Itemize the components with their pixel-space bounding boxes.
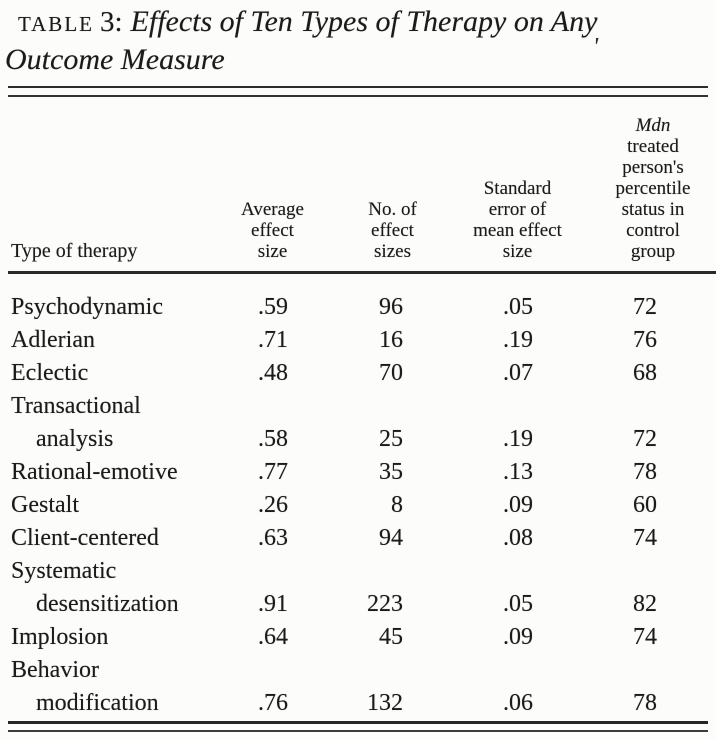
mdn-percentile-cell xyxy=(590,654,716,687)
table-label: TABLE xyxy=(18,12,94,36)
mdn-percentile-cell: 60 xyxy=(633,492,657,518)
avg-effect-cell: .91 xyxy=(258,591,288,617)
num-effects-cell xyxy=(340,654,445,687)
mdn-percentile-cell: 78 xyxy=(633,690,657,716)
table-row: desensitization .91 223 .05 82 xyxy=(8,588,716,621)
num-effects-cell: 94 xyxy=(379,525,403,551)
avg-effect-cell: .59 xyxy=(258,294,288,320)
table-row: modification .76 132 .06 78 xyxy=(8,687,716,720)
table-row: Psychodynamic .59 96 .05 72 xyxy=(8,273,716,325)
column-header-standard-error: Standard error of mean effect size xyxy=(445,100,590,274)
avg-effect-cell: .58 xyxy=(258,426,288,452)
avg-effect-cell xyxy=(205,390,340,423)
table-row: Rational-emotive .77 35 .13 78 xyxy=(8,456,716,489)
table-body: Psychodynamic .59 96 .05 72 Adlerian .71… xyxy=(8,273,716,721)
mdn-percentile-cell: 68 xyxy=(633,360,657,386)
therapy-cell: Adlerian xyxy=(11,327,95,353)
therapy-cell: modification xyxy=(36,690,159,716)
therapy-cell: Rational-emotive xyxy=(11,459,178,485)
table-number: 3: xyxy=(99,6,123,38)
scan-artifact-apostrophe: ' xyxy=(593,34,599,60)
num-effects-cell xyxy=(340,555,445,588)
num-effects-cell: 96 xyxy=(379,294,403,320)
column-header-average-effect-size: Average effect size xyxy=(205,100,340,274)
mdn-abbrev: Mdn xyxy=(635,115,671,136)
std-error-cell: .05 xyxy=(503,591,533,617)
table-title: TABLE 3: Effects of Ten Types of Therapy o… xyxy=(5,4,705,78)
avg-effect-cell: .71 xyxy=(258,327,288,353)
table-row: Behavior xyxy=(8,654,716,687)
table-title-line2: Outcome Measure xyxy=(5,43,225,76)
num-effects-cell: 45 xyxy=(379,624,403,650)
therapy-cell: Psychodynamic xyxy=(11,294,163,320)
therapy-cell: Gestalt xyxy=(11,492,79,518)
std-error-cell: .09 xyxy=(503,492,533,518)
std-error-cell: .06 xyxy=(503,690,533,716)
num-effects-cell: 70 xyxy=(379,360,403,386)
std-error-cell: .09 xyxy=(503,624,533,650)
table-row: Eclectic .48 70 .07 68 xyxy=(8,357,716,390)
table-header: Type of therapy Average effect size No. … xyxy=(8,100,716,274)
num-effects-cell xyxy=(340,390,445,423)
avg-effect-cell: .76 xyxy=(258,690,288,716)
table-row: Transactional xyxy=(8,390,716,423)
table-row: Implosion .64 45 .09 74 xyxy=(8,621,716,654)
therapy-cell: desensitization xyxy=(36,591,179,617)
std-error-cell: .05 xyxy=(503,294,533,320)
table-title-line1: TABLE 3: Effects of Ten Types of Therapy o… xyxy=(5,4,705,42)
std-error-cell: .13 xyxy=(503,459,533,485)
therapy-cell: analysis xyxy=(36,426,114,452)
std-error-cell: .19 xyxy=(503,327,533,353)
therapy-cell: Systematic xyxy=(11,558,117,584)
therapy-effects-table: Type of therapy Average effect size No. … xyxy=(8,100,716,720)
std-error-cell: .08 xyxy=(503,525,533,551)
therapy-cell: Behavior xyxy=(11,657,99,683)
mdn-percentile-cell: 72 xyxy=(633,294,657,320)
mdn-percentile-cell: 74 xyxy=(633,525,657,551)
therapy-cell: Transactional xyxy=(11,393,141,419)
std-error-cell xyxy=(445,390,590,423)
column-header-mdn-percentile: Mdn treated person's percentile status in… xyxy=(590,100,716,274)
avg-effect-cell: .48 xyxy=(258,360,288,386)
std-error-cell: .07 xyxy=(503,360,533,386)
avg-effect-cell: .64 xyxy=(258,624,288,650)
num-effects-cell: 35 xyxy=(379,459,403,485)
mdn-percentile-cell: 76 xyxy=(633,327,657,353)
mdn-percentile-cell xyxy=(590,390,716,423)
table-title-text: Effects of Ten Types of Therapy on Any xyxy=(130,5,598,38)
mdn-percentile-cell xyxy=(590,555,716,588)
table-row: Adlerian .71 16 .19 76 xyxy=(8,324,716,357)
avg-effect-cell xyxy=(205,555,340,588)
mdn-percentile-cell: 74 xyxy=(633,624,657,650)
therapy-cell: Eclectic xyxy=(11,360,89,386)
column-header-num-effect-sizes: No. of effect sizes xyxy=(340,100,445,274)
table-row: analysis .58 25 .19 72 xyxy=(8,423,716,456)
mdn-percentile-cell: 78 xyxy=(633,459,657,485)
avg-effect-cell: .63 xyxy=(258,525,288,551)
therapy-cell: Client-centered xyxy=(11,525,159,551)
avg-effect-cell xyxy=(205,654,340,687)
std-error-cell xyxy=(445,555,590,588)
table-row: Systematic xyxy=(8,555,716,588)
avg-effect-cell: .26 xyxy=(258,492,288,518)
mdn-percentile-cell: 72 xyxy=(633,426,657,452)
top-double-rule xyxy=(8,86,708,97)
std-error-cell xyxy=(445,654,590,687)
num-effects-cell: 223 xyxy=(367,591,403,617)
therapy-cell: Implosion xyxy=(11,624,109,650)
mdn-percentile-cell: 82 xyxy=(633,591,657,617)
table-row: Gestalt .26 8 .09 60 xyxy=(8,489,716,522)
num-effects-cell: 132 xyxy=(367,690,403,716)
bottom-double-rule xyxy=(8,721,708,732)
num-effects-cell: 8 xyxy=(391,492,403,518)
avg-effect-cell: .77 xyxy=(258,459,288,485)
num-effects-cell: 25 xyxy=(379,426,403,452)
num-effects-cell: 16 xyxy=(379,327,403,353)
std-error-cell: .19 xyxy=(503,426,533,452)
header-row: Type of therapy Average effect size No. … xyxy=(8,100,716,274)
column-header-therapy-type: Type of therapy xyxy=(8,100,205,274)
table-row: Client-centered .63 94 .08 74 xyxy=(8,522,716,555)
